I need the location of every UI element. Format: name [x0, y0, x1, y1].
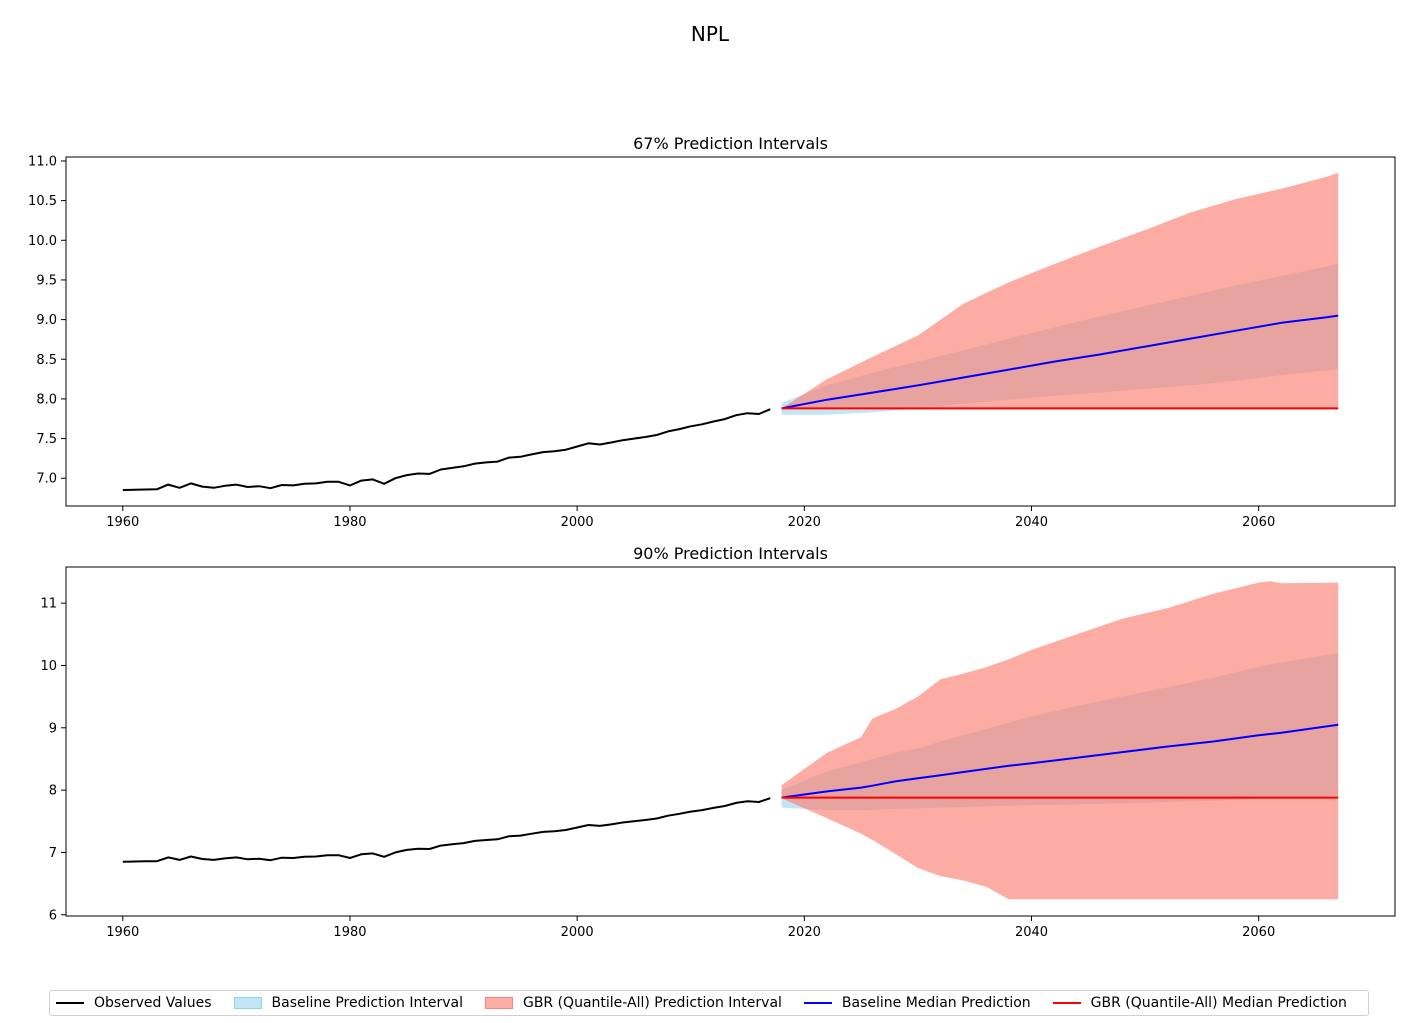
y-tick-label: 10.5	[28, 194, 57, 209]
x-tick-label: 2000	[561, 925, 594, 940]
x-tick-label: 2000	[561, 515, 594, 530]
y-tick-label: 9	[49, 721, 57, 736]
subplot-90: 90% Prediction Intervals 1960 1980 2000 2020…	[40, 544, 1396, 940]
x-tick-label: 2060	[1242, 515, 1275, 530]
legend-label-baseline-median: Baseline Median Prediction	[841, 995, 1031, 1011]
y-tick-label: 8	[49, 784, 57, 799]
x-tick-label: 1960	[106, 925, 139, 940]
legend-item-observed: Observed Values	[56, 995, 212, 1011]
legend-swatch-gbr-median	[1052, 1002, 1081, 1004]
legend-label-observed: Observed Values	[94, 995, 212, 1011]
baseline-median-line	[781, 723, 1339, 799]
axes-frame	[65, 156, 1396, 507]
y-tick-label: 7.0	[36, 472, 57, 487]
gbr-interval-band	[781, 172, 1339, 410]
subplot-title: 90% Prediction Intervals	[633, 544, 828, 563]
x-tick-label: 2020	[788, 925, 821, 940]
y-tick-label: 9.5	[36, 273, 57, 288]
y-tick-label: 10	[40, 659, 57, 674]
plot-area	[122, 581, 1339, 900]
legend-swatch-baseline-interval	[233, 997, 262, 1009]
gbr-interval-band	[781, 581, 1339, 900]
x-tick-label: 1980	[333, 515, 366, 530]
plot-area	[122, 172, 1339, 492]
subplot-67: 67% Prediction Intervals 1960 1980 2000 2020…	[28, 134, 1396, 530]
legend-item-baseline-median: Baseline Median Prediction	[803, 995, 1031, 1011]
legend-item-baseline-interval: Baseline Prediction Interval	[233, 995, 463, 1011]
y-tick-label: 9.0	[36, 313, 57, 328]
subplot-title: 67% Prediction Intervals	[633, 134, 828, 153]
x-tick-label: 1960	[106, 515, 139, 530]
observed-line	[122, 797, 771, 863]
y-tick-label: 7	[49, 846, 57, 861]
legend-item-gbr-interval: GBR (Quantile-All) Prediction Interval	[484, 995, 782, 1011]
figure-title: NPL	[691, 22, 730, 46]
x-tick-label: 2060	[1242, 925, 1275, 940]
y-tick-label: 10.0	[28, 234, 57, 249]
y-tick-label: 11.0	[28, 154, 57, 169]
y-tick-label: 11	[40, 597, 57, 612]
legend-swatch-baseline-median	[803, 1002, 832, 1004]
baseline-median-line	[781, 314, 1339, 410]
y-tick-label: 7.5	[36, 432, 57, 447]
legend-label-gbr-interval: GBR (Quantile-All) Prediction Interval	[522, 995, 782, 1011]
legend-item-gbr-median: GBR (Quantile-All) Median Prediction	[1052, 995, 1347, 1011]
y-tick-label: 8.5	[36, 353, 57, 368]
axes-frame	[65, 566, 1396, 917]
y-tick-label: 8.0	[36, 392, 57, 407]
legend-swatch-gbr-interval	[484, 997, 513, 1009]
legend-swatch-observed	[56, 1002, 84, 1004]
legend: Observed Values Baseline Prediction Inte…	[49, 990, 1369, 1016]
x-tick-label: 2040	[1015, 515, 1048, 530]
x-tick-label: 2040	[1015, 925, 1048, 940]
x-tick-label: 1980	[333, 925, 366, 940]
y-tick-label: 6	[49, 908, 57, 923]
legend-label-baseline-interval: Baseline Prediction Interval	[271, 995, 463, 1011]
observed-line	[122, 408, 771, 492]
x-tick-label: 2020	[788, 515, 821, 530]
legend-label-gbr-median: GBR (Quantile-All) Median Prediction	[1090, 995, 1347, 1011]
